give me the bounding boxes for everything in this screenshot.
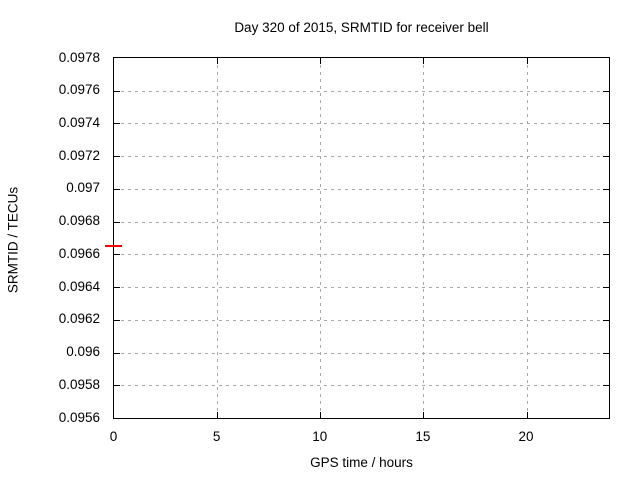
y-tick-mark [114,156,120,157]
h-gridline [114,287,609,288]
h-gridline [114,91,609,92]
h-gridline [114,156,609,157]
y-tick-label: 0.0958 [58,376,100,392]
h-gridline [114,320,609,321]
y-tick-mark [114,385,120,386]
y-tick-mark [603,156,609,157]
y-tick-mark [114,353,120,354]
y-tick-mark [114,254,120,255]
y-tick-mark [603,287,609,288]
h-gridline [114,353,609,354]
x-tick-label: 0 [109,429,118,444]
y-tick-mark [603,123,609,124]
y-tick-mark [603,254,609,255]
y-tick-mark [114,222,120,223]
y-tick-mark [603,320,609,321]
y-tick-mark [603,91,609,92]
x-axis-label: GPS time / hours [310,455,413,470]
x-tick-mark [320,412,321,418]
x-tick-label: 10 [312,429,328,444]
x-tick-mark [320,58,321,64]
y-tick-mark [603,353,609,354]
x-tick-label: 20 [518,429,534,444]
h-gridline [114,189,609,190]
x-tick-mark [527,412,528,418]
y-tick-mark [114,320,120,321]
y-tick-label: 0.0974 [58,114,100,130]
y-tick-mark [114,123,120,124]
h-gridline [114,385,609,386]
y-tick-mark [114,91,120,92]
y-tick-mark [114,189,120,190]
y-tick-label: 0.0972 [58,147,100,163]
data-point-marker [105,244,122,247]
y-tick-label: 0.096 [66,344,100,360]
h-gridline [114,222,609,223]
h-gridline [114,123,609,124]
v-gridline [423,58,424,418]
x-tick-label: 5 [212,429,221,444]
y-axis-label: SRMTID / TECUs [5,186,21,294]
y-tick-label: 0.0976 [58,82,100,98]
y-tick-label: 0.0962 [58,311,100,327]
y-tick-label: 0.0956 [58,409,100,425]
v-gridline [527,58,528,418]
x-tick-mark [527,58,528,64]
y-tick-mark [114,287,120,288]
x-tick-mark [423,412,424,418]
y-tick-mark [603,385,609,386]
x-tick-mark [423,58,424,64]
y-tick-label: 0.097 [66,180,100,196]
x-tick-mark [217,412,218,418]
h-gridline [114,254,609,255]
x-tick-label: 15 [415,429,431,444]
y-tick-label: 0.0964 [58,278,100,294]
y-tick-mark [603,189,609,190]
v-gridline [320,58,321,418]
v-gridline [217,58,218,418]
y-tick-mark [603,222,609,223]
chart-title: Day 320 of 2015, SRMTID for receiver bel… [234,20,489,35]
y-tick-label: 0.0978 [58,49,100,65]
y-tick-label: 0.0966 [58,245,100,261]
plot-area [113,57,610,419]
x-tick-mark [217,58,218,64]
y-tick-label: 0.0968 [58,213,100,229]
